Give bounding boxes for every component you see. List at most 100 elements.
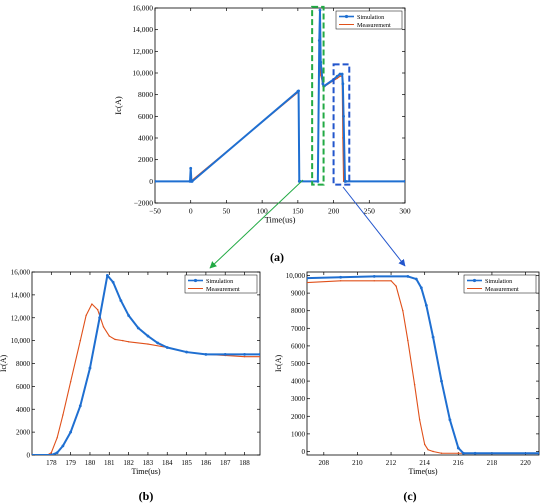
data-point-simulation [419, 286, 423, 290]
data-point-measurement [402, 310, 404, 312]
data-point-simulation [155, 179, 157, 183]
data-point-measurement [108, 335, 110, 337]
data-point-measurement [418, 419, 421, 421]
data-point-measurement [432, 450, 434, 453]
data-point-measurement [457, 452, 460, 454]
data-point-simulation [537, 451, 539, 455]
y-tick-label: 4000 [291, 378, 306, 386]
data-point-simulation [32, 453, 34, 455]
data-point-simulation [341, 82, 345, 86]
data-point-measurement [259, 355, 260, 358]
zoom-arrow-to-c [342, 186, 406, 267]
data-point-simulation [317, 39, 321, 42]
panel-label-c: (c) [403, 489, 416, 503]
x-tick-label: 0 [189, 207, 193, 216]
y-tick-label: 9000 [291, 290, 306, 298]
chart-panel-c: 208 210 212 214 216 218 220 0 1000 2000 3000 4000 50… [274, 271, 540, 476]
data-point-measurement [127, 341, 130, 343]
legend-label-simulation: Simulation [485, 278, 512, 285]
x-tick-label: 50 [223, 207, 231, 216]
data-point-simulation [55, 451, 59, 455]
x-tick-label: 208 [319, 459, 330, 467]
data-point-simulation [88, 366, 92, 370]
y-tick-label: 12,000 [132, 47, 153, 56]
data-point-simulation [119, 299, 123, 302]
y-tick-label: 5000 [291, 360, 306, 368]
data-point-simulation [127, 314, 131, 317]
y-tick-label: 4000 [16, 406, 31, 414]
data-point-simulation [473, 451, 477, 455]
legend-label-measurement: Measurement [206, 286, 240, 293]
data-point-simulation [185, 350, 188, 354]
x-tick-label: 300 [399, 207, 411, 216]
x-tick-label: 187 [220, 459, 231, 467]
y-tick-label: 0 [27, 452, 31, 460]
y-axis-label: Ic(A) [113, 96, 123, 115]
data-point-measurement [427, 449, 429, 451]
data-point-simulation [319, 60, 323, 64]
y-tick-label: 14,000 [132, 25, 153, 34]
data-point-simulation [258, 352, 260, 356]
data-point-simulation [165, 346, 169, 349]
x-tick-label: 210 [352, 459, 363, 467]
y-tick-label: 6000 [138, 112, 153, 121]
data-point-measurement [440, 452, 443, 454]
x-tick-label: 150 [292, 207, 304, 216]
x-tick-label: −50 [149, 207, 161, 216]
y-tick-label: 6000 [16, 383, 31, 391]
data-point-simulation [338, 72, 342, 76]
data-point-simulation [424, 304, 428, 307]
y-tick-label: 1000 [291, 430, 306, 438]
x-tick-label: 250 [364, 207, 376, 216]
data-point-simulation [318, 8, 322, 12]
legend-label-simulation: Simulation [206, 278, 233, 285]
x-tick-label: 186 [201, 459, 212, 467]
legend-label-measurement: Measurement [357, 22, 391, 29]
chart-panel-b: 178 179 180 181 182 183 184 185 186 187 188 0 2000 40… [0, 269, 261, 476]
y-tick-label: 8000 [16, 360, 31, 368]
legend-label-simulation: Simulation [357, 14, 384, 21]
x-tick-label: 178 [46, 459, 57, 467]
y-tick-label: 0 [302, 448, 306, 456]
data-point-simulation [321, 82, 325, 86]
highlight-box-blue [332, 63, 351, 186]
data-point-simulation [189, 166, 193, 170]
x-tick-label: 179 [65, 459, 76, 467]
data-point-simulation [344, 179, 348, 183]
y-tick-label: 14,000 [11, 291, 31, 299]
y-tick-label: 7000 [291, 325, 306, 333]
x-tick-label: 183 [143, 459, 154, 467]
y-tick-label: 2000 [16, 429, 31, 437]
x-tick-label: 185 [181, 459, 192, 467]
data-point-simulation [156, 341, 159, 345]
y-tick-label: 0 [149, 177, 153, 186]
x-tick-label: 212 [386, 459, 397, 467]
data-point-simulation [78, 404, 82, 408]
data-point-measurement [373, 280, 375, 282]
data-point-measurement [307, 281, 308, 284]
data-point-simulation [448, 418, 452, 422]
legend-label-measurement: Measurement [485, 286, 519, 293]
data-point-simulation [335, 74, 339, 78]
data-point-simulation [456, 446, 460, 450]
plot-area-c [306, 271, 540, 456]
data-point-simulation [307, 276, 309, 280]
data-point-simulation [69, 430, 73, 434]
data-point-measurement [413, 383, 416, 386]
y-tick-label: 12,000 [11, 314, 31, 322]
data-point-measurement [423, 443, 426, 446]
panel-label-a: (a) [270, 250, 284, 264]
data-point-measurement [56, 437, 58, 439]
data-point-simulation [146, 334, 150, 338]
data-point-measurement [147, 343, 149, 345]
data-point-simulation [461, 451, 465, 455]
data-point-measurement [91, 303, 93, 305]
plot-area-b [31, 271, 261, 456]
data-point-simulation [440, 379, 443, 383]
x-tick-label: 184 [162, 459, 173, 467]
x-tick-label: 182 [123, 459, 134, 467]
chart-panel-a: −50 0 50 100 150 200 250 300 −2000 0 2000 4000 6000 8… [113, 4, 411, 225]
data-point-simulation [406, 274, 410, 278]
legend-marker-simulation [193, 278, 198, 283]
